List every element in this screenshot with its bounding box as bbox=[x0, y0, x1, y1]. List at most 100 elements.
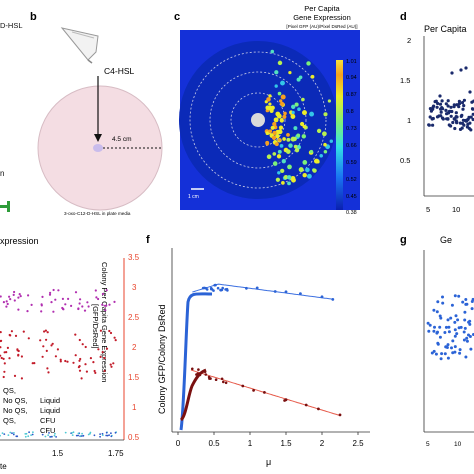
panel-f-point-red bbox=[284, 398, 288, 402]
legend-right: Liquid bbox=[40, 406, 60, 415]
colony-point bbox=[286, 137, 291, 142]
panel-d-point bbox=[446, 111, 451, 115]
colony-point bbox=[319, 154, 323, 158]
panel-e-point-red bbox=[59, 360, 62, 363]
panel-d-title: Per Capita bbox=[424, 24, 467, 34]
colony-point bbox=[272, 130, 277, 135]
panel-g-point bbox=[436, 342, 440, 346]
panel-d-point bbox=[438, 102, 443, 106]
panel-e-title: xpression bbox=[0, 236, 39, 246]
panel-e-point-magenta bbox=[97, 297, 100, 301]
panel-f-xtick: 2 bbox=[320, 439, 325, 448]
panel-e-point-cyan bbox=[49, 436, 51, 438]
panel-g-point bbox=[453, 334, 457, 338]
panel-g-point bbox=[447, 330, 451, 334]
panel-e-point-magenta bbox=[64, 303, 67, 306]
colony-point bbox=[287, 164, 292, 170]
panel-e-point-cyan bbox=[114, 431, 117, 434]
colony-point bbox=[291, 110, 295, 115]
colony-point bbox=[323, 142, 327, 147]
rising-edge-blue bbox=[179, 292, 213, 431]
panel-g-point bbox=[440, 352, 444, 356]
panel-e-point-red bbox=[74, 354, 77, 357]
legend-right: CFU bbox=[40, 426, 55, 435]
panel-d-point bbox=[428, 115, 432, 119]
colorbar-tick: 0.66 bbox=[346, 143, 357, 149]
panel-f-xtick: 0.5 bbox=[208, 439, 220, 448]
pipette-icon bbox=[60, 27, 99, 64]
panel-g-point bbox=[463, 318, 467, 322]
colony-point bbox=[273, 117, 279, 123]
panel-e-point-cyan bbox=[25, 432, 28, 435]
panel-f-point-red bbox=[195, 373, 198, 376]
colony-point bbox=[271, 135, 277, 140]
panel-f-point-blue bbox=[216, 286, 220, 290]
colorbar-tick: 0.87 bbox=[346, 92, 357, 98]
panel-e-point-red bbox=[84, 363, 87, 366]
colony-point bbox=[291, 104, 296, 109]
panel-e-point-magenta bbox=[49, 291, 52, 294]
colorbar-tick: 0.73 bbox=[346, 126, 357, 132]
panel-e-right-ticks: 3.5 3 2.5 2 1.5 1 0.5 bbox=[128, 253, 140, 442]
panel-e-point-magenta bbox=[9, 298, 12, 301]
colony-point bbox=[280, 101, 285, 107]
panel-e-point-cyan bbox=[108, 434, 110, 436]
panel-e-point-cyan bbox=[110, 435, 113, 438]
panel-d-point bbox=[464, 66, 468, 70]
panel-d-point bbox=[428, 107, 432, 111]
panel-e-point-red bbox=[78, 359, 81, 362]
panel-g-point bbox=[459, 325, 463, 329]
colony-point bbox=[267, 105, 273, 111]
colony-point bbox=[293, 126, 298, 131]
panel-e-rtick: 3.5 bbox=[128, 253, 140, 262]
panel-e-point-red bbox=[10, 330, 13, 333]
panel-f-point-red bbox=[198, 373, 202, 377]
panel-e-legend: QS, No QS, No QS, QS, Liquid Liquid CFU … bbox=[3, 386, 60, 435]
panel-e-point-red bbox=[3, 370, 6, 373]
panel-f-point-red bbox=[203, 370, 207, 374]
panel-e-point-red bbox=[8, 333, 11, 337]
panel-g-point bbox=[453, 328, 457, 332]
colorbar-tick: 0.38 bbox=[346, 210, 357, 216]
colony-point bbox=[268, 129, 273, 134]
panel-e-point-magenta bbox=[105, 289, 108, 292]
colony-point bbox=[312, 168, 317, 173]
colony-point bbox=[302, 110, 307, 116]
panel-d-point bbox=[439, 110, 443, 114]
panel-e-point-red bbox=[2, 375, 5, 379]
panel-g-point bbox=[454, 314, 458, 318]
panel-e-point-cyan bbox=[101, 434, 104, 436]
panel-d: d Per Capita 2 1.5 1 0.5 5 10 bbox=[400, 11, 474, 214]
panel-f-point-red bbox=[214, 378, 218, 382]
panel-e-point-red bbox=[66, 360, 69, 363]
scalebar-label: 1 cm bbox=[188, 194, 199, 200]
legend-left: No QS, bbox=[3, 406, 28, 415]
colony-point bbox=[297, 107, 301, 112]
panel-d-point bbox=[441, 107, 445, 111]
panel-f-point-red bbox=[191, 367, 194, 371]
panel-f-point-blue bbox=[213, 283, 216, 287]
colony-point bbox=[296, 133, 301, 138]
colony-point bbox=[280, 80, 285, 86]
panel-e-point-magenta bbox=[8, 295, 11, 298]
panel-g-point bbox=[446, 318, 450, 322]
colony-point bbox=[288, 143, 293, 148]
panel-e-point-magenta bbox=[61, 307, 65, 310]
panel-d-ytick: 1 bbox=[407, 116, 411, 125]
colony-point bbox=[286, 175, 292, 180]
panel-e-point-red bbox=[81, 343, 84, 346]
panel-g-point bbox=[450, 346, 453, 350]
panel-f: f Colony GFP/Colony DsRed 0 0.5 1 1.5 2 2.5 μ bbox=[146, 234, 370, 467]
colony-point bbox=[290, 114, 296, 119]
panel-e-point-red bbox=[47, 371, 50, 374]
panel-d-point bbox=[444, 102, 448, 106]
colorbar-tick: 0.59 bbox=[346, 160, 357, 166]
panel-e-xlabel: te bbox=[0, 462, 7, 471]
panel-d-point bbox=[434, 99, 438, 103]
panel-e-point-cyan bbox=[71, 432, 73, 434]
panel-e-point-red bbox=[42, 345, 45, 348]
panel-g-xtick: 5 bbox=[426, 441, 430, 448]
colony-points bbox=[264, 49, 334, 186]
panel-f-point-blue bbox=[225, 287, 229, 291]
panel-e-point-cyan bbox=[24, 435, 27, 438]
